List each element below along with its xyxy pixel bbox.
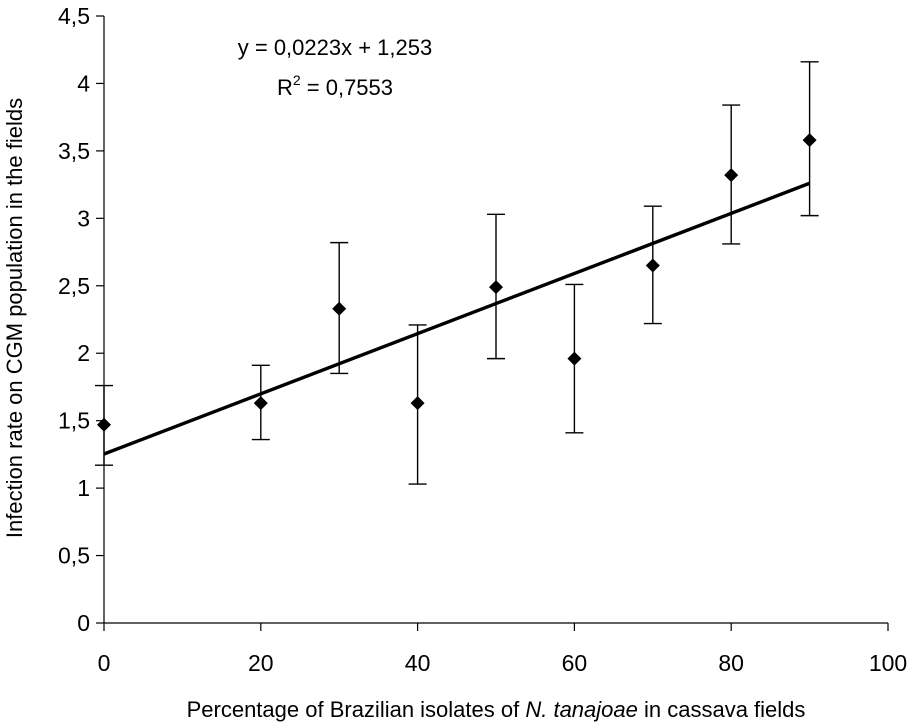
y-tick-label: 4 [77,70,90,96]
x-tick-label: 20 [248,650,274,676]
x-axis-label: Percentage of Brazilian isolates of N. t… [187,697,806,722]
error-bars [95,61,819,485]
data-point [253,396,268,411]
y-tick-label: 4,5 [58,3,90,29]
data-point [410,396,425,411]
r-squared: R2 = 0,7553 [277,72,393,100]
data-point [645,258,660,273]
data-point [724,168,739,183]
data-point [567,351,582,366]
data-point [802,133,817,148]
y-tick-label: 1 [77,475,90,501]
x-tick-label: 60 [562,650,588,676]
y-tick-label: 3,5 [58,138,90,164]
y-tick-label: 0 [77,610,90,636]
y-tick-label: 2 [77,340,90,366]
data-markers [97,133,817,432]
data-point [332,301,347,316]
plot-area: 0 0,5 1 1,5 2 2,5 3 3,5 4 4,5 0 20 40 60 80 100 [58,3,907,676]
trend-equation: y = 0,0223x + 1,253 [238,35,433,60]
y-tick-label: 3 [77,205,90,231]
x-axis-ticks: 0 20 40 60 80 100 [98,623,907,676]
trendline [103,181,811,456]
x-tick-label: 80 [718,650,744,676]
y-tick-label: 1,5 [58,408,90,434]
x-tick-label: 0 [98,650,111,676]
x-tick-label: 40 [405,650,431,676]
y-axis-ticks: 0 0,5 1 1,5 2 2,5 3 3,5 4 4,5 [58,3,104,636]
y-tick-label: 2,5 [58,273,90,299]
y-tick-label: 0,5 [58,543,90,569]
data-point [97,417,111,432]
data-point [489,280,503,295]
x-tick-label: 100 [869,650,907,676]
y-axis-label: Infection rate on CGM population in the … [2,98,27,538]
